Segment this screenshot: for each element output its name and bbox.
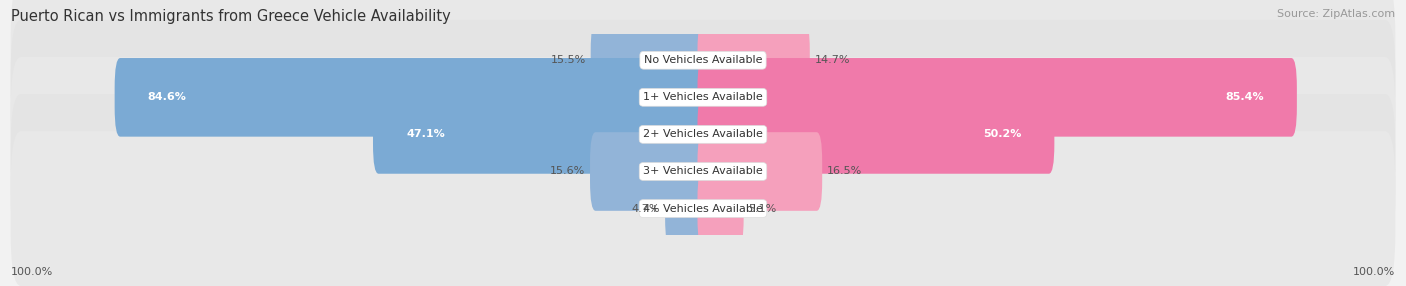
FancyBboxPatch shape bbox=[697, 169, 744, 248]
Text: 100.0%: 100.0% bbox=[11, 267, 53, 277]
FancyBboxPatch shape bbox=[697, 21, 810, 100]
Text: 100.0%: 100.0% bbox=[1353, 267, 1395, 277]
FancyBboxPatch shape bbox=[697, 58, 1296, 137]
Text: 5.1%: 5.1% bbox=[748, 204, 776, 214]
Text: 2+ Vehicles Available: 2+ Vehicles Available bbox=[643, 130, 763, 139]
FancyBboxPatch shape bbox=[697, 132, 823, 211]
FancyBboxPatch shape bbox=[115, 58, 709, 137]
FancyBboxPatch shape bbox=[591, 132, 709, 211]
Text: 85.4%: 85.4% bbox=[1225, 92, 1264, 102]
Text: 3+ Vehicles Available: 3+ Vehicles Available bbox=[643, 166, 763, 176]
Text: 4.7%: 4.7% bbox=[631, 204, 661, 214]
Text: 15.6%: 15.6% bbox=[550, 166, 585, 176]
Text: 47.1%: 47.1% bbox=[406, 130, 444, 139]
FancyBboxPatch shape bbox=[697, 95, 1054, 174]
FancyBboxPatch shape bbox=[665, 169, 709, 248]
Text: No Vehicles Available: No Vehicles Available bbox=[644, 55, 762, 65]
Text: Puerto Rican vs Immigrants from Greece Vehicle Availability: Puerto Rican vs Immigrants from Greece V… bbox=[11, 9, 451, 23]
Text: 14.7%: 14.7% bbox=[814, 55, 851, 65]
Text: Source: ZipAtlas.com: Source: ZipAtlas.com bbox=[1277, 9, 1395, 19]
FancyBboxPatch shape bbox=[11, 57, 1395, 212]
FancyBboxPatch shape bbox=[373, 95, 709, 174]
FancyBboxPatch shape bbox=[11, 0, 1395, 138]
FancyBboxPatch shape bbox=[11, 131, 1395, 286]
Text: 4+ Vehicles Available: 4+ Vehicles Available bbox=[643, 204, 763, 214]
FancyBboxPatch shape bbox=[11, 94, 1395, 249]
FancyBboxPatch shape bbox=[591, 21, 709, 100]
Text: 15.5%: 15.5% bbox=[551, 55, 586, 65]
Text: 1+ Vehicles Available: 1+ Vehicles Available bbox=[643, 92, 763, 102]
Text: 50.2%: 50.2% bbox=[983, 130, 1021, 139]
FancyBboxPatch shape bbox=[11, 20, 1395, 175]
Text: 84.6%: 84.6% bbox=[148, 92, 187, 102]
Text: 16.5%: 16.5% bbox=[827, 166, 862, 176]
